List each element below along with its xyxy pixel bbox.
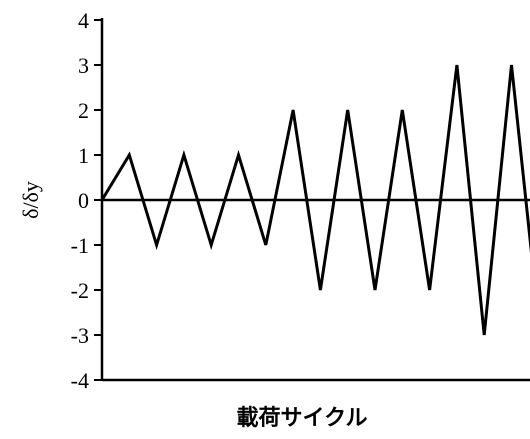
y-tick-label: 3 [78, 53, 89, 78]
y-tick-label: 0 [78, 188, 89, 213]
y-tick-label: -3 [71, 323, 89, 348]
y-tick-label: -4 [71, 368, 89, 393]
y-tick-label: -2 [71, 278, 89, 303]
loading-cycle-line [100, 64, 530, 336]
y-tick-label: -1 [71, 233, 89, 258]
y-tick-label: 2 [78, 98, 89, 123]
x-axis-label: 載荷サイクル [237, 405, 368, 431]
y-axis-label: δ/δy [18, 181, 43, 219]
y-tick-label: 1 [78, 143, 89, 168]
y-tick-label: 4 [78, 8, 89, 33]
y-axis-ticks: 4 3 2 1 0 -1 -2 -3 -4 [71, 8, 102, 393]
